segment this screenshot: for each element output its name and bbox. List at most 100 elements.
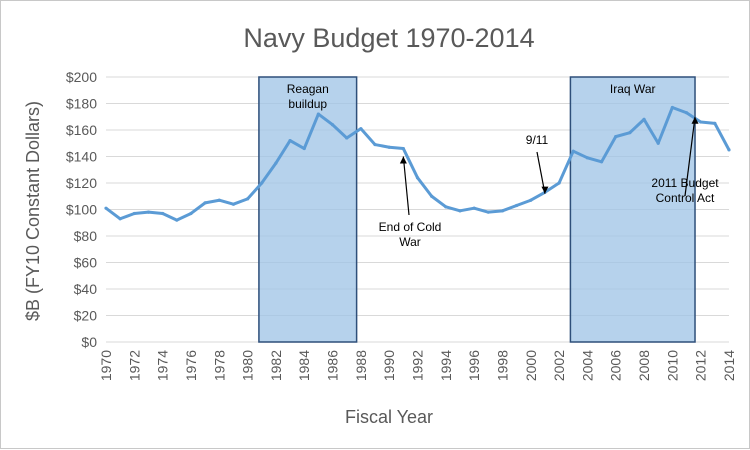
- y-tick-label: $200: [66, 69, 97, 85]
- annotation-label: End of Cold: [379, 220, 442, 234]
- annotation-arrow: [402, 156, 410, 216]
- data-point: [387, 145, 391, 149]
- x-tick-label: 1996: [466, 350, 482, 381]
- data-point: [401, 146, 405, 151]
- data-point: [274, 161, 278, 165]
- x-tick-label: 1974: [155, 350, 171, 381]
- data-point: [302, 146, 306, 151]
- data-point: [330, 123, 335, 127]
- y-tick-labels: $0 $20 $40 $60 $80 $100 $120 $140 $160 $180 $200: [66, 69, 97, 350]
- y-tick-label: $160: [66, 122, 97, 138]
- y-tick-label: $60: [74, 255, 98, 271]
- data-point: [146, 210, 151, 214]
- x-tick-label: 1976: [183, 350, 199, 381]
- chart-title: Navy Budget 1970-2014: [243, 23, 534, 53]
- x-tick-label: 1998: [494, 350, 510, 381]
- x-tick-label: 2004: [579, 350, 595, 381]
- data-point: [359, 127, 363, 131]
- data-point: [486, 210, 490, 214]
- data-point: [316, 112, 320, 116]
- x-tick-label: 1988: [353, 350, 369, 381]
- data-point: [614, 135, 618, 139]
- data-point: [656, 141, 660, 145]
- x-tick-label: 1992: [410, 350, 426, 381]
- x-tick-label: 1980: [240, 350, 256, 381]
- data-point: [444, 205, 448, 209]
- data-point: [245, 197, 250, 201]
- shaded-region: [258, 76, 358, 343]
- x-tick-label: 1978: [211, 350, 227, 381]
- annotation-label: 9/11: [526, 133, 549, 147]
- x-tick-labels: 1970 1972 1974 1976 1978 1980 1982 1984 1986 1988…: [98, 350, 737, 381]
- annotation-arrowhead: [399, 156, 407, 164]
- y-tick-label: $20: [74, 308, 98, 324]
- y-axis-label: $B (FY10 Constant Dollars): [23, 101, 43, 321]
- x-tick-label: 1972: [126, 350, 142, 381]
- y-tick-label: $0: [81, 334, 97, 350]
- data-point: [189, 211, 193, 216]
- annotation-arrowhead: [691, 116, 699, 124]
- x-tick-label: 1990: [381, 350, 397, 381]
- data-point: [599, 160, 604, 164]
- shaded-region: [569, 76, 696, 343]
- data-point: [585, 156, 590, 160]
- data-point: [557, 181, 561, 185]
- y-tick-label: $80: [74, 228, 98, 244]
- y-tick-label: $100: [66, 202, 97, 218]
- data-point: [515, 203, 519, 208]
- data-point: [727, 148, 731, 152]
- y-tick-label: $140: [66, 149, 97, 165]
- data-point: [203, 201, 207, 205]
- data-point: [373, 142, 377, 147]
- y-tick-label: $120: [66, 175, 97, 191]
- x-tick-label: 2000: [523, 350, 539, 381]
- x-tick-label: 2014: [721, 350, 737, 381]
- annotation-label: 2011 Budget: [651, 176, 719, 190]
- data-point: [684, 111, 689, 115]
- data-point: [458, 209, 462, 213]
- data-point: [430, 194, 434, 198]
- data-point: [699, 120, 703, 124]
- x-tick-label: 2002: [551, 350, 567, 381]
- x-tick-label: 1970: [98, 350, 114, 381]
- data-point: [529, 198, 533, 202]
- y-tick-label: $180: [66, 96, 97, 112]
- x-axis-label: Fiscal Year: [345, 407, 433, 427]
- data-point: [288, 139, 292, 143]
- annotation-arrowhead: [541, 186, 549, 194]
- data-point: [345, 136, 349, 140]
- data-point: [118, 217, 122, 221]
- shaded-region-label: Iraq War: [610, 82, 656, 96]
- x-tick-label: 2010: [664, 350, 680, 381]
- data-point: [161, 211, 165, 216]
- data-point: [571, 149, 575, 153]
- x-tick-label: 1986: [325, 350, 341, 381]
- data-point: [713, 121, 717, 125]
- data-point: [217, 198, 221, 202]
- data-point: [231, 202, 236, 206]
- shaded-region-label: Reagan: [287, 82, 329, 96]
- x-tick-label: 2012: [693, 350, 709, 381]
- data-point: [175, 218, 179, 222]
- y-tick-label: $40: [74, 281, 98, 297]
- data-point: [132, 211, 136, 216]
- data-point: [628, 131, 632, 135]
- annotation-arrow: [684, 116, 696, 197]
- series-layer: [104, 105, 731, 222]
- data-point: [415, 176, 420, 180]
- x-tick-label: 2006: [608, 350, 624, 381]
- shaded-region-label: buildup: [288, 97, 327, 111]
- annotation-label: Control Act: [656, 191, 715, 205]
- annotation-label: War: [399, 235, 421, 249]
- x-tick-label: 1994: [438, 350, 454, 381]
- x-tick-label: 1982: [268, 350, 284, 381]
- data-point: [500, 209, 505, 213]
- data-point: [642, 117, 646, 121]
- data-point: [104, 206, 108, 210]
- data-point: [260, 181, 264, 185]
- x-tick-label: 2008: [636, 350, 652, 381]
